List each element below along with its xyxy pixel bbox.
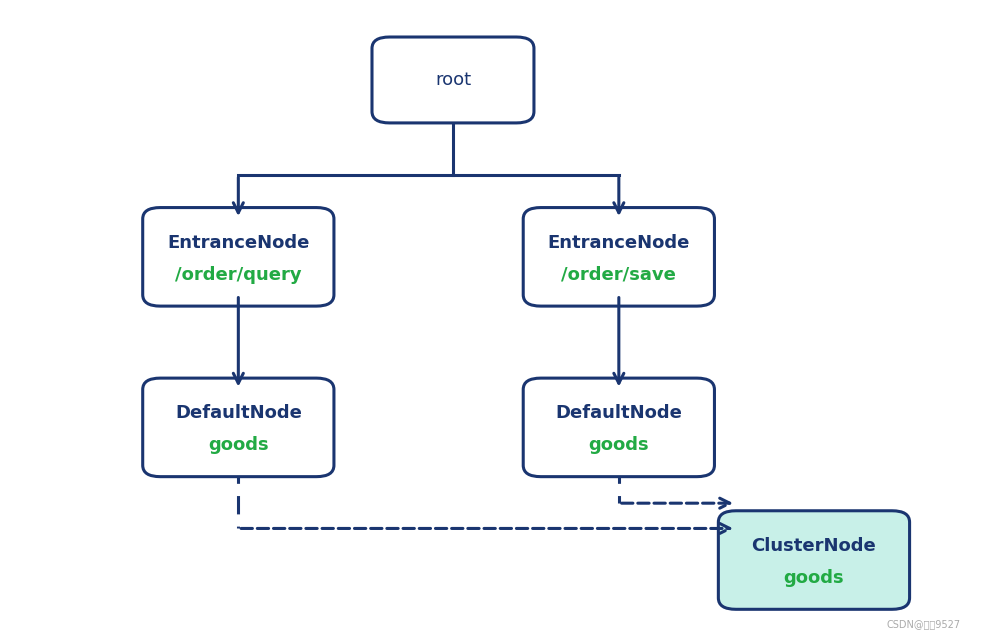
- FancyBboxPatch shape: [372, 37, 534, 123]
- Text: /order/query: /order/query: [175, 266, 302, 284]
- Text: goods: goods: [588, 436, 649, 454]
- Text: DefaultNode: DefaultNode: [175, 404, 302, 422]
- FancyBboxPatch shape: [143, 378, 334, 477]
- FancyBboxPatch shape: [523, 378, 714, 477]
- FancyBboxPatch shape: [718, 511, 909, 609]
- Text: goods: goods: [208, 436, 269, 454]
- Text: root: root: [435, 71, 471, 89]
- Text: ClusterNode: ClusterNode: [752, 537, 877, 555]
- FancyBboxPatch shape: [523, 207, 714, 306]
- Text: /order/save: /order/save: [562, 266, 676, 284]
- Text: EntranceNode: EntranceNode: [167, 234, 310, 252]
- Text: DefaultNode: DefaultNode: [555, 404, 682, 422]
- Text: goods: goods: [783, 569, 844, 587]
- FancyBboxPatch shape: [143, 207, 334, 306]
- Text: EntranceNode: EntranceNode: [548, 234, 690, 252]
- Text: CSDN@代号9527: CSDN@代号9527: [887, 620, 960, 630]
